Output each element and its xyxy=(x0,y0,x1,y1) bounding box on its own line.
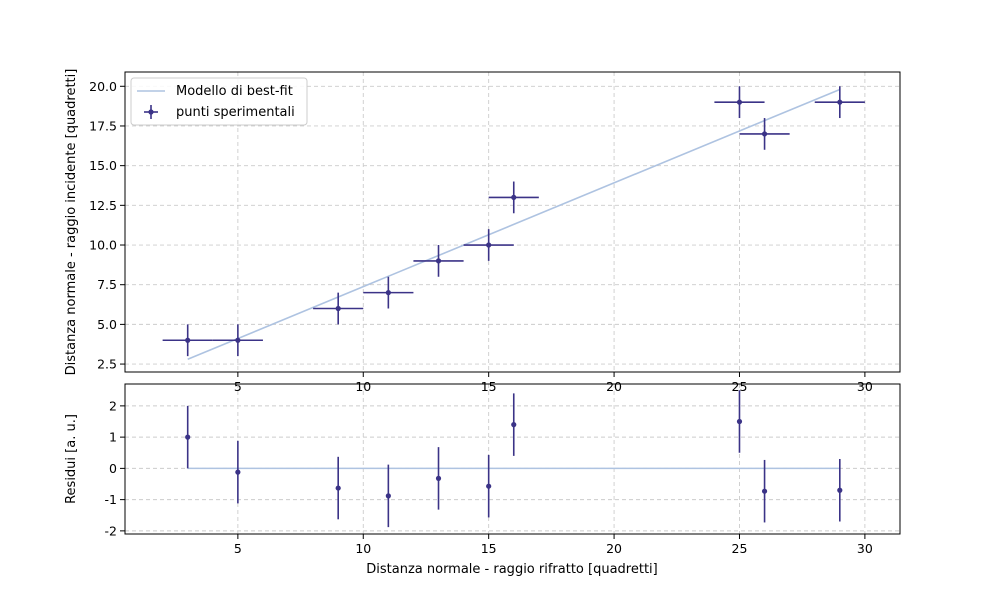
res-x-tick-label: 5 xyxy=(234,541,242,556)
res-y-tick-label: 0 xyxy=(109,461,117,476)
legend-box xyxy=(130,77,308,126)
main-data-point xyxy=(739,118,790,150)
res-y-tick-label: -1 xyxy=(105,492,117,507)
res-point-marker xyxy=(736,418,743,425)
res-point-marker xyxy=(335,485,341,491)
res-data-point xyxy=(385,464,391,528)
x-axis-label: Distanza normale - raggio rifratto [quad… xyxy=(366,562,657,577)
main-data-point xyxy=(413,245,464,277)
main-plot-panel: 5 10 15 20 25 30 2.5 5.0 7.5 10.0 12.5 15.0 17.5 20.… xyxy=(64,69,901,394)
main-data-point xyxy=(814,86,865,119)
main-y-tick-label: 2.5 xyxy=(97,357,117,372)
res-data-point xyxy=(511,393,517,456)
res-data-point xyxy=(335,456,341,520)
main-point-marker xyxy=(486,242,492,248)
main-data-point xyxy=(313,292,364,325)
res-data-point xyxy=(486,454,492,518)
main-point-marker xyxy=(385,290,391,296)
res-data-point xyxy=(837,459,843,522)
main-data-point xyxy=(714,86,765,119)
res-data-point xyxy=(435,447,442,510)
main-data-point xyxy=(463,229,514,261)
res-point-marker xyxy=(435,475,442,481)
main-y-ticks: 2.5 5.0 7.5 10.0 12.5 15.0 17.5 20.0 xyxy=(89,79,125,372)
res-point-marker xyxy=(837,487,843,493)
main-point-marker xyxy=(185,337,191,343)
main-data-point xyxy=(162,324,213,357)
res-data-point xyxy=(185,405,191,469)
main-y-tick-label: 15.0 xyxy=(89,158,117,173)
main-point-marker xyxy=(837,99,843,105)
residuals-y-axis-label: Residui [a. u.] xyxy=(64,414,79,504)
main-x-ticks: 5 10 15 20 25 30 xyxy=(234,372,873,394)
main-y-axis-label: Distanza normale - raggio incidente [qua… xyxy=(64,69,79,376)
res-x-tick-label: 20 xyxy=(606,541,622,556)
main-point-marker xyxy=(761,131,768,137)
main-point-marker xyxy=(235,337,241,343)
res-point-marker xyxy=(235,469,241,475)
res-point-marker xyxy=(511,422,517,428)
main-y-tick-label: 5.0 xyxy=(97,317,117,332)
res-data-point xyxy=(235,440,241,504)
res-point-marker xyxy=(385,493,391,499)
res-y-tick-label: 1 xyxy=(109,430,117,445)
res-x-tick-label: 25 xyxy=(732,541,748,556)
res-point-marker xyxy=(761,488,768,494)
main-y-tick-label: 10.0 xyxy=(89,238,117,253)
res-y-tick-label: -2 xyxy=(105,523,117,538)
main-plot-frame xyxy=(124,71,901,373)
res-point-marker xyxy=(486,483,492,489)
main-y-tick-label: 20.0 xyxy=(89,79,117,94)
res-x-tick-label: 30 xyxy=(857,541,873,556)
legend: Modello di best-fit punti sperimentali xyxy=(130,77,308,126)
res-x-tick-label: 10 xyxy=(355,541,371,556)
main-point-marker xyxy=(435,258,442,264)
legend-points-swatch xyxy=(144,105,158,119)
main-point-marker xyxy=(736,99,743,105)
main-point-marker xyxy=(335,305,341,312)
residuals-plot-panel: 5 10 15 20 25 30 -2 -1 0 1 2 Residui [a. u.] Dist… xyxy=(64,383,901,577)
main-points-group xyxy=(162,86,865,357)
main-data-point xyxy=(212,324,263,357)
legend-points-label: punti sperimentali xyxy=(176,105,295,120)
main-data-point xyxy=(488,181,539,214)
residuals-plot-frame xyxy=(124,383,901,535)
res-data-point xyxy=(736,390,743,453)
res-y-tick-label: 2 xyxy=(109,398,117,413)
main-point-marker xyxy=(511,194,517,200)
main-y-tick-label: 17.5 xyxy=(89,118,117,133)
main-y-tick-label: 7.5 xyxy=(97,277,117,292)
main-data-point xyxy=(363,276,414,309)
residuals-gridlines xyxy=(125,384,900,534)
residuals-y-ticks: -2 -1 0 1 2 xyxy=(105,398,125,538)
res-data-point xyxy=(761,459,768,523)
main-fit-line-group xyxy=(187,88,841,361)
legend-fit-label: Modello di best-fit xyxy=(176,84,293,99)
res-point-marker xyxy=(185,434,191,440)
residuals-points-group xyxy=(185,390,843,528)
main-y-tick-label: 12.5 xyxy=(89,198,117,213)
res-x-tick-label: 15 xyxy=(481,541,497,556)
main-fit-line xyxy=(187,88,841,361)
residuals-x-ticks: 5 10 15 20 25 30 xyxy=(234,534,873,556)
